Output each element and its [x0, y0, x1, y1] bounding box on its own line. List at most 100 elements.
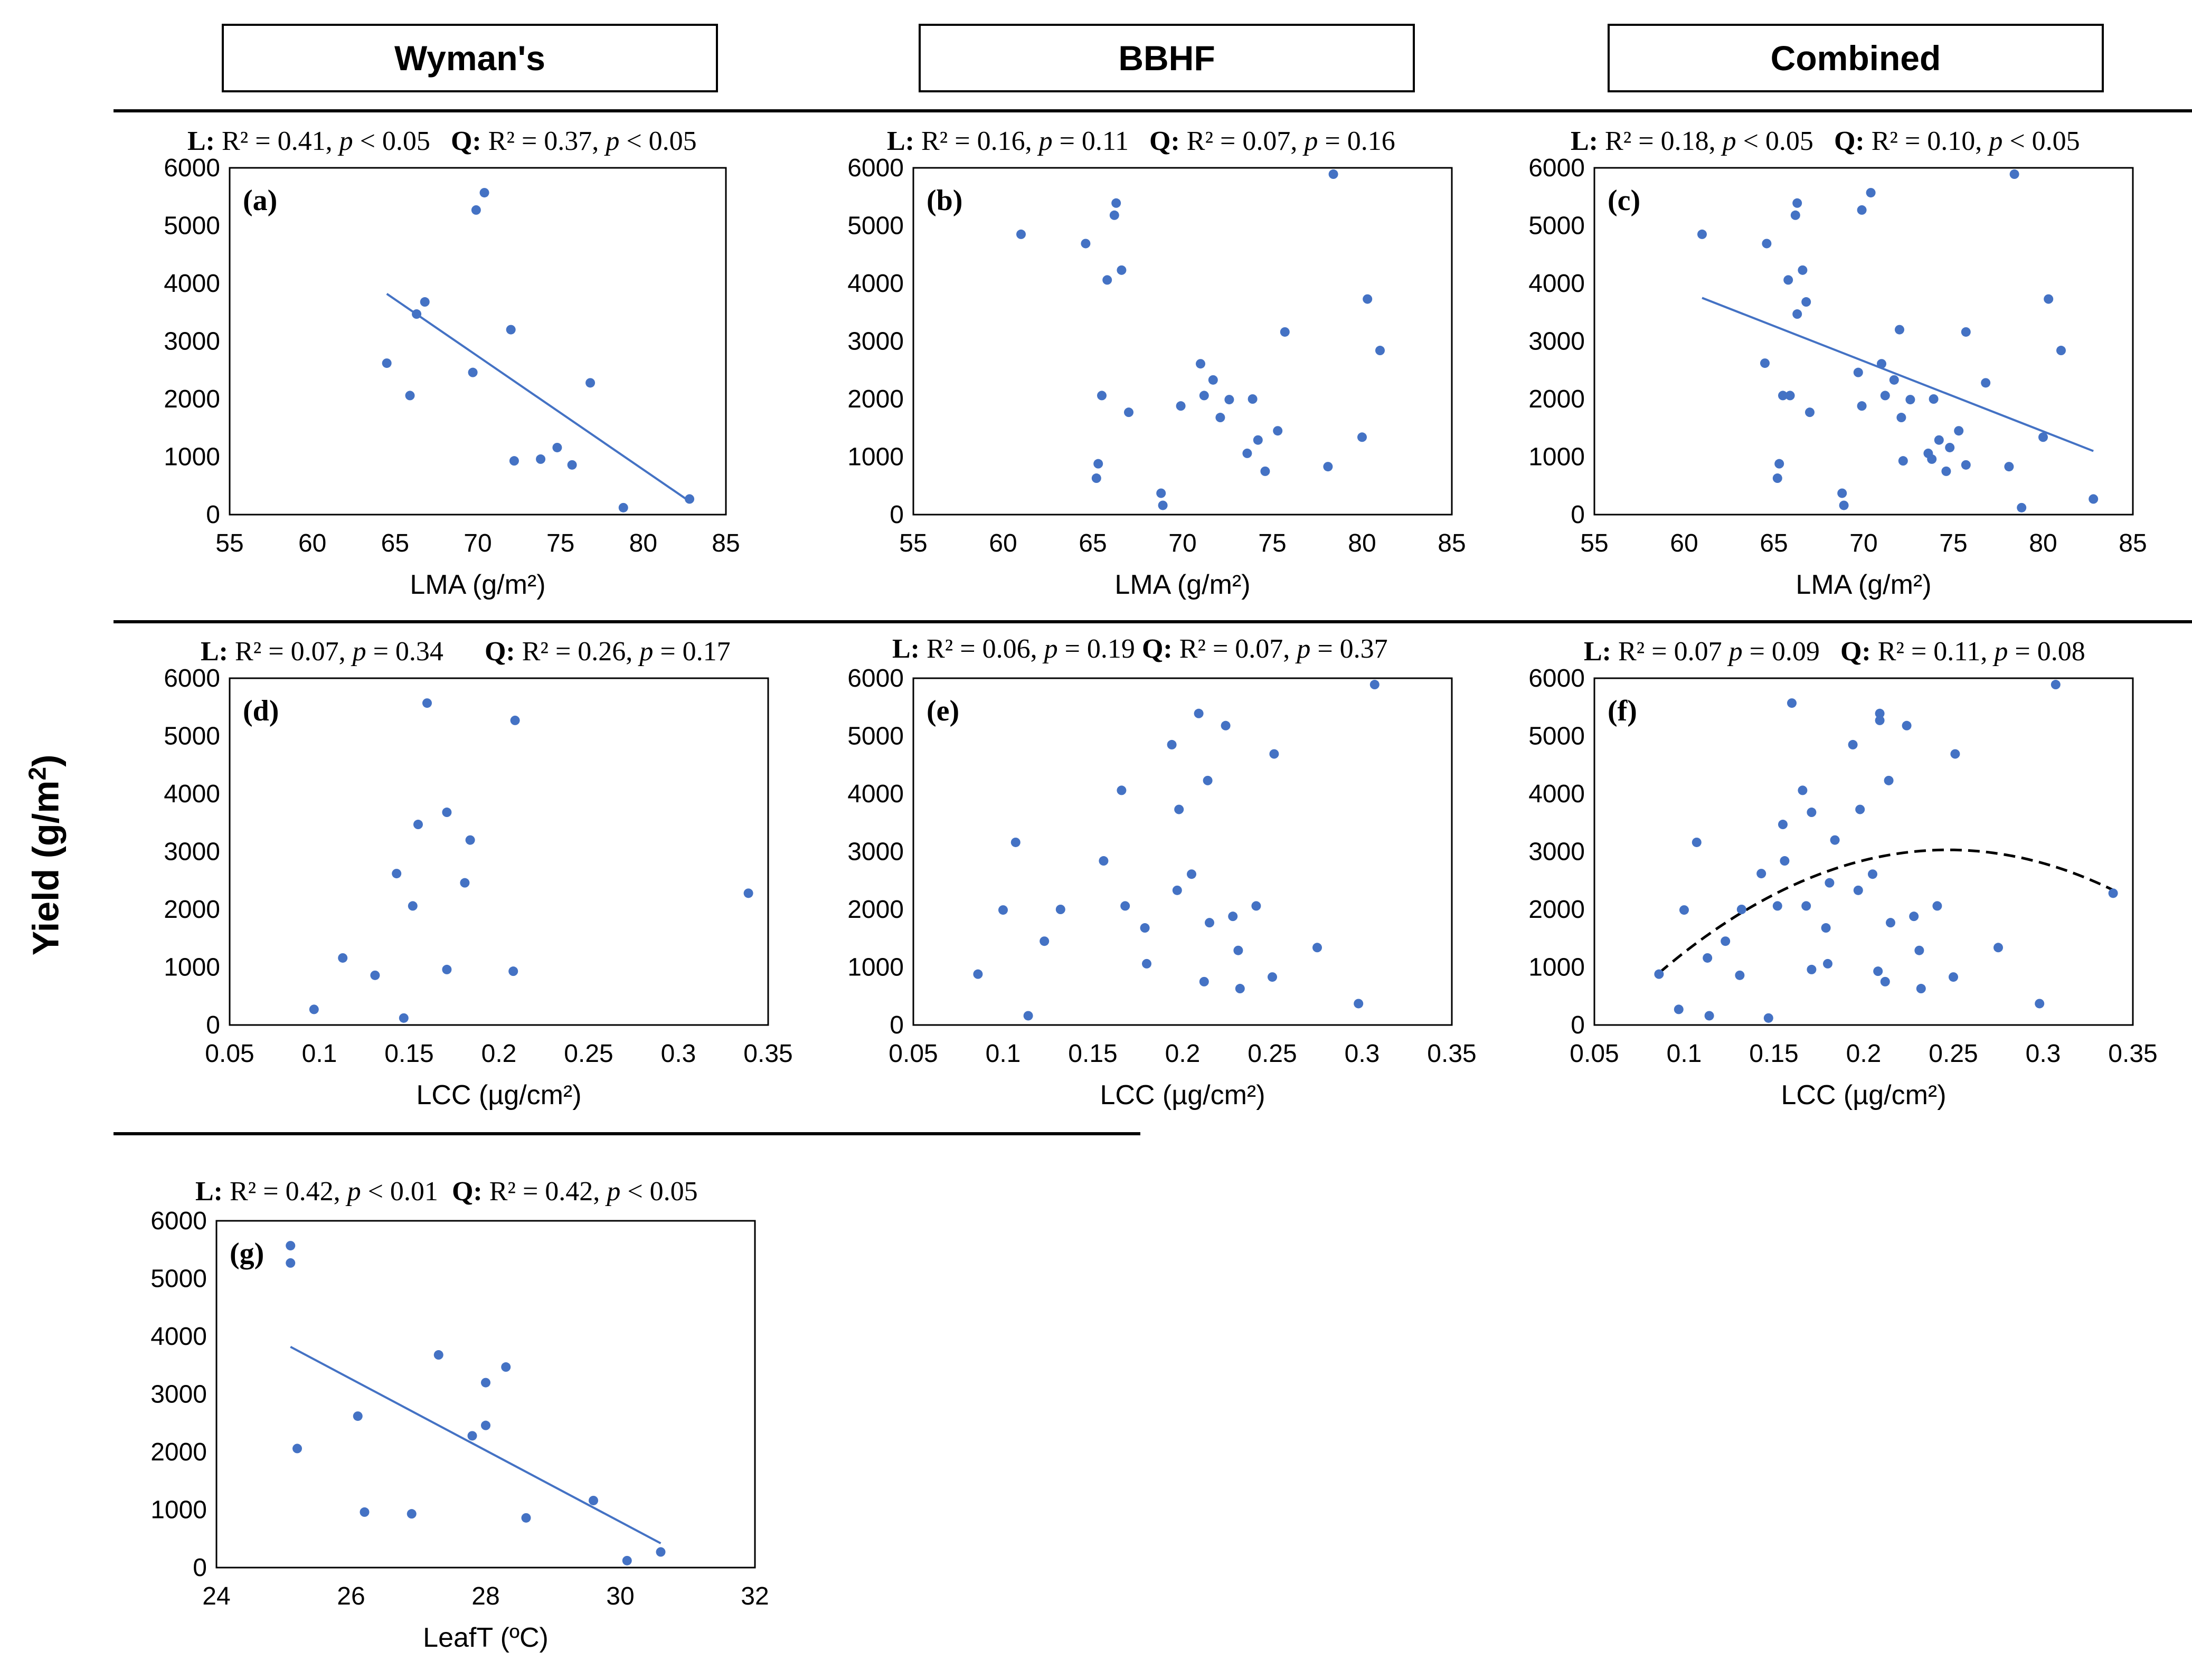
panel-label: (f) — [1608, 695, 1637, 727]
data-point — [1798, 265, 1808, 275]
y-tick-label: 2000 — [164, 385, 220, 413]
data-point — [1821, 923, 1831, 933]
x-tick-label: 0.1 — [986, 1040, 1021, 1068]
y-tick-label: 4000 — [164, 780, 220, 808]
data-point — [460, 878, 470, 888]
plot-frame — [229, 677, 769, 1026]
data-point — [1199, 976, 1209, 986]
data-point — [2038, 432, 2048, 442]
data-point — [1772, 901, 1782, 911]
x-tick-label: 70 — [1849, 529, 1877, 557]
data-point — [2035, 999, 2045, 1009]
x-tick-label: 0.15 — [1068, 1040, 1117, 1068]
data-point — [1807, 808, 1817, 818]
y-tick-label: 6000 — [164, 665, 220, 692]
x-tick-label: 55 — [899, 529, 927, 557]
chart-panel-b: 0 1000 2000 3000 4000 5000 6000 55 60 65 70 75 80 85 L… — [847, 154, 1466, 600]
x-tick-label: 80 — [2029, 529, 2057, 557]
data-point — [1357, 432, 1367, 442]
data-point — [1760, 358, 1770, 368]
x-tick-label: 85 — [2119, 529, 2147, 557]
x-tick-label: 0.1 — [1667, 1040, 1702, 1068]
y-tick-label: 6000 — [1528, 154, 1585, 182]
x-tick-label: 65 — [1079, 529, 1107, 557]
x-tick-label: 0.15 — [1749, 1040, 1798, 1068]
data-point — [338, 953, 348, 963]
plot-frame — [1593, 167, 2134, 516]
x-tick-label: 0.1 — [302, 1040, 337, 1068]
data-point — [1914, 945, 1924, 955]
data-point — [1363, 294, 1373, 304]
trend-line-linear — [290, 1345, 662, 1544]
x-tick-label: 30 — [606, 1582, 634, 1610]
chart-panel-d: 0 1000 2000 3000 4000 5000 6000 0.05 0.1 0.15 0.2 0… — [164, 665, 792, 1110]
data-point — [510, 715, 520, 725]
y-tick-label: 2000 — [150, 1438, 207, 1466]
panel-label: (c) — [1608, 184, 1640, 217]
data-point — [1792, 198, 1802, 208]
data-point — [1354, 999, 1364, 1009]
y-tick-label: 2000 — [164, 896, 220, 924]
data-point — [1875, 715, 1885, 725]
data-point — [1312, 943, 1322, 953]
data-point — [1945, 442, 1955, 452]
y-tick-label: 0 — [1571, 1011, 1585, 1039]
data-point — [1174, 804, 1184, 814]
data-point — [408, 901, 418, 911]
data-point — [1932, 901, 1942, 911]
data-point — [1783, 275, 1793, 285]
y-tick-label: 4000 — [150, 1323, 207, 1351]
data-point — [1221, 720, 1231, 730]
x-tick-label: 0.3 — [1345, 1040, 1380, 1068]
data-point — [1375, 346, 1385, 356]
data-point — [1328, 169, 1338, 179]
data-point — [1097, 391, 1107, 401]
data-point — [1674, 1004, 1684, 1014]
y-tick-label: 5000 — [164, 212, 220, 240]
data-point — [1929, 394, 1939, 404]
x-tick-label: 70 — [1168, 529, 1196, 557]
y-tick-label: 0 — [1571, 501, 1585, 529]
y-tick-label: 1000 — [1528, 443, 1585, 471]
x-tick-label: 60 — [989, 529, 1017, 557]
data-point — [442, 964, 452, 974]
x-tick-label: 26 — [337, 1582, 365, 1610]
data-point — [1215, 413, 1225, 423]
y-tick-label: 3000 — [164, 328, 220, 356]
y-tick-label: 0 — [206, 1011, 220, 1039]
plot-frame — [1593, 677, 2134, 1026]
data-point — [1830, 835, 1840, 845]
y-tick-label: 4000 — [1528, 780, 1585, 808]
y-tick-label: 2000 — [847, 385, 904, 413]
y-tick-label: 3000 — [164, 838, 220, 866]
data-point — [2017, 502, 2027, 512]
x-tick-label: 0.05 — [1570, 1040, 1619, 1068]
data-point — [1853, 367, 1863, 377]
data-point — [1679, 905, 1689, 915]
data-point — [442, 808, 452, 818]
data-point — [1260, 466, 1270, 476]
data-point — [405, 391, 415, 401]
x-tick-label: 0.2 — [1165, 1040, 1201, 1068]
data-point — [1120, 901, 1130, 911]
data-point — [1880, 391, 1890, 401]
y-tick-label: 2000 — [1528, 896, 1585, 924]
data-point — [1875, 708, 1885, 718]
data-point — [1102, 275, 1112, 285]
data-point — [399, 1013, 409, 1023]
data-point — [2089, 494, 2099, 504]
plot-frame — [912, 167, 1453, 516]
y-tick-label: 3000 — [1528, 838, 1585, 866]
data-point — [1801, 901, 1811, 911]
data-point — [1704, 1011, 1714, 1021]
data-point — [1203, 775, 1213, 785]
data-point — [1736, 905, 1746, 914]
data-point — [1909, 912, 1919, 922]
data-point — [1697, 229, 1707, 239]
data-point — [1187, 869, 1196, 879]
data-point — [656, 1547, 666, 1557]
data-point — [1205, 918, 1214, 928]
data-point — [1280, 327, 1290, 337]
data-point — [998, 905, 1008, 915]
